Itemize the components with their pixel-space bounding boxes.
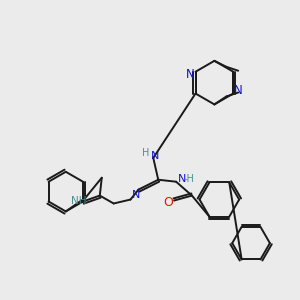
Text: N: N bbox=[151, 151, 160, 161]
Text: NH: NH bbox=[71, 196, 86, 206]
Text: H: H bbox=[142, 148, 149, 158]
Text: N: N bbox=[132, 190, 141, 200]
Text: -H: -H bbox=[184, 174, 194, 184]
Text: O: O bbox=[163, 196, 173, 209]
Text: N: N bbox=[234, 84, 243, 97]
Text: N: N bbox=[178, 174, 186, 184]
Text: N: N bbox=[186, 68, 195, 81]
